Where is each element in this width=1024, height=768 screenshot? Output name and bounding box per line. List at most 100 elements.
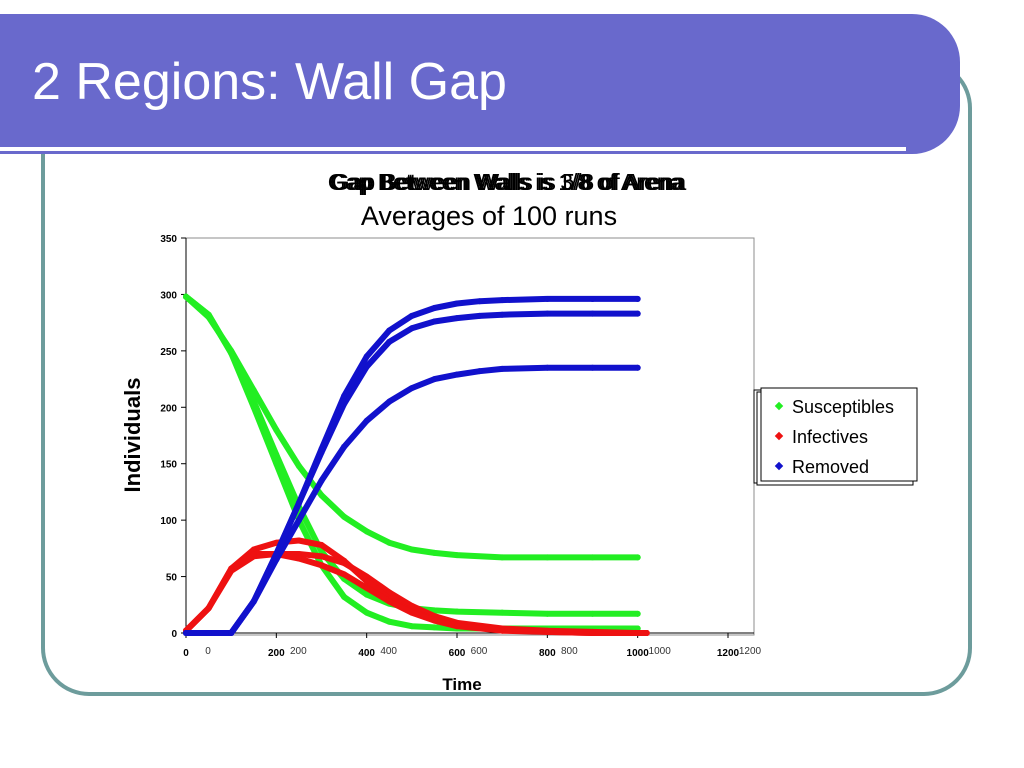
data-point (454, 315, 460, 322)
data-point (476, 312, 483, 319)
x-tick-label: 0 (183, 648, 189, 659)
y-tick-label: 350 (160, 234, 177, 245)
data-point (363, 417, 370, 424)
data-point (499, 627, 506, 634)
legend: Susceptibles Infectives Removed (753, 387, 918, 486)
data-point (544, 628, 551, 635)
data-point (634, 630, 641, 636)
data-point (318, 562, 325, 569)
data-point (341, 571, 348, 578)
data-point (363, 528, 370, 535)
x-tick-label-overlap: 600 (471, 646, 488, 657)
data-point (250, 404, 257, 411)
x-tick-label-overlap: 1000 (649, 646, 672, 657)
data-point (205, 630, 212, 636)
data-point (363, 591, 370, 598)
chart-title-1: Gap Between Walls is 1/8 of Arena (328, 169, 683, 195)
data-point (183, 630, 189, 636)
chart-subtitle: Averages of 100 runs (361, 201, 617, 231)
data-point (476, 298, 483, 305)
data-point (363, 578, 370, 585)
y-tick-label: 300 (160, 290, 177, 301)
legend-marker-infectives (774, 431, 784, 441)
data-point (363, 609, 370, 616)
data-point (454, 623, 460, 630)
x-tick-label-overlap: 200 (290, 646, 307, 657)
x-tick-label-overlap: 400 (380, 646, 397, 657)
data-point (431, 617, 438, 624)
data-point (318, 446, 325, 453)
data-point (341, 393, 348, 399)
data-point (589, 610, 596, 617)
data-point (499, 365, 506, 372)
data-point (589, 364, 596, 371)
data-point (205, 605, 212, 612)
data-point (341, 513, 348, 520)
data-point (386, 327, 393, 334)
data-point (205, 311, 212, 318)
data-point (408, 546, 415, 553)
y-tick-label: 0 (171, 629, 177, 640)
data-point (589, 554, 596, 561)
data-point (431, 304, 438, 311)
data-point (408, 325, 415, 332)
data-point (295, 555, 302, 562)
data-point (499, 554, 506, 561)
legend-label-removed: Removed (792, 457, 869, 477)
legend-box-3 (760, 387, 918, 482)
x-axis-label: Time (442, 675, 481, 694)
data-point (476, 368, 483, 375)
data-point (499, 311, 506, 318)
y-tick-label: 50 (166, 573, 178, 584)
data-point (341, 557, 348, 564)
y-tick-label: 100 (160, 516, 177, 527)
data-point (431, 607, 438, 614)
data-point (318, 541, 325, 548)
data-point (431, 318, 438, 325)
title-bar: 2 Regions: Wall Gap (0, 14, 960, 154)
data-point (295, 537, 302, 544)
data-point (454, 608, 460, 615)
data-point (318, 477, 325, 484)
data-point (634, 610, 641, 617)
data-point (634, 310, 641, 317)
data-point (318, 553, 325, 560)
data-point (295, 517, 302, 524)
x-tick-label-overlap: 800 (561, 646, 578, 657)
data-point (386, 338, 393, 345)
data-point (250, 598, 257, 605)
data-point (363, 584, 370, 591)
data-point (386, 398, 393, 405)
data-point (386, 598, 393, 605)
x-tick-label-overlap: 1200 (739, 646, 762, 657)
legend-label-susceptibles: Susceptibles (792, 397, 894, 417)
legend-marker-susceptibles (774, 401, 784, 411)
series-line-infectives-3 (183, 551, 650, 636)
data-point (634, 295, 641, 302)
x-tick-label: 600 (449, 648, 466, 659)
data-point (544, 610, 551, 617)
chart-title-2: Gap Between Walls is 3/8 of Arena (330, 169, 685, 195)
data-point (386, 618, 393, 625)
data-point (499, 609, 506, 616)
data-point (431, 624, 438, 631)
x-tick-label: 1000 (627, 648, 650, 659)
data-point (589, 630, 596, 636)
data-point (363, 353, 370, 360)
data-point (273, 426, 280, 433)
data-point (408, 312, 415, 319)
data-point (386, 589, 393, 596)
legend-label-infectives: Infectives (792, 427, 868, 447)
data-point (250, 546, 257, 553)
x-tick-label-overlap: 0 (205, 646, 211, 657)
series-layer (183, 293, 650, 636)
data-point (183, 293, 189, 300)
data-point (589, 310, 596, 317)
data-point (228, 350, 235, 357)
data-point (228, 630, 235, 636)
x-tick-label: 800 (539, 648, 556, 659)
y-tick-label: 250 (160, 347, 177, 358)
series-line-removed-3 (183, 295, 641, 636)
data-point (341, 593, 348, 600)
